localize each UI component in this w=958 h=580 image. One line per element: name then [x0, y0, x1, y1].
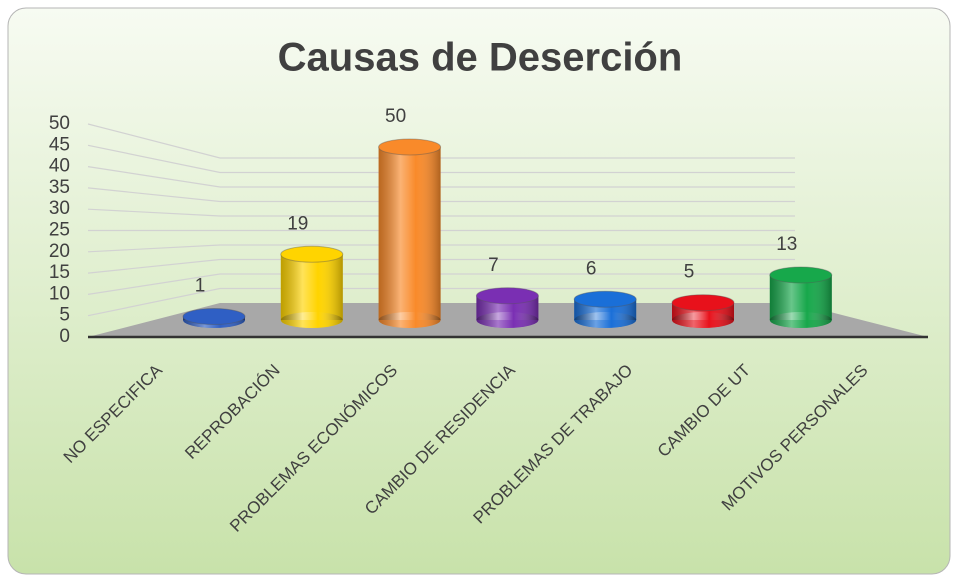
- data-label: 7: [488, 255, 499, 276]
- chart-title: Causas de Deserción: [278, 36, 683, 80]
- data-label: 5: [684, 262, 695, 283]
- chart-background: [7, 7, 951, 575]
- bar-shade: [280, 254, 343, 320]
- bar-bottom-shade: [672, 312, 734, 328]
- data-label: 13: [776, 234, 797, 255]
- bar-top: [573, 290, 637, 308]
- y-tick-label: 50: [49, 113, 70, 134]
- y-tick-label: 30: [49, 198, 70, 219]
- grid-line: [87, 273, 795, 295]
- bar-top: [475, 287, 539, 305]
- data-label: 50: [385, 106, 406, 127]
- data-label: 6: [586, 258, 597, 279]
- grid-line: [87, 123, 795, 159]
- grid-line: [87, 244, 795, 253]
- bar-top: [769, 266, 833, 284]
- bar-top: [182, 308, 246, 326]
- bar-top: [671, 294, 735, 312]
- y-tick-label: 20: [49, 241, 70, 262]
- data-label: 1: [195, 276, 206, 297]
- y-tick-label: 25: [49, 220, 70, 241]
- y-tick-label: 15: [49, 262, 70, 283]
- grid-line: [87, 208, 795, 217]
- y-tick-label: 45: [49, 134, 70, 155]
- data-label: 19: [287, 213, 308, 234]
- grid-line: [87, 258, 795, 274]
- grid-line: [87, 187, 795, 203]
- bar-top: [280, 245, 344, 263]
- bar-bottom-shade: [476, 312, 539, 328]
- bar-bottom-shade: [280, 312, 343, 328]
- grid-line: [87, 287, 795, 317]
- y-tick-label: 10: [49, 283, 70, 304]
- grid-line: [87, 166, 795, 188]
- bar-shade: [378, 147, 441, 320]
- bar-bottom-shade: [378, 312, 441, 328]
- bar-top: [378, 138, 442, 156]
- bar-bottom-shade: [769, 312, 832, 328]
- y-tick-label: 0: [59, 326, 70, 347]
- grid-line: [87, 144, 795, 174]
- y-tick-label: 5: [59, 305, 70, 326]
- y-tick-label: 40: [49, 156, 70, 177]
- y-tick-label: 35: [49, 177, 70, 198]
- bar-bottom-shade: [574, 312, 637, 328]
